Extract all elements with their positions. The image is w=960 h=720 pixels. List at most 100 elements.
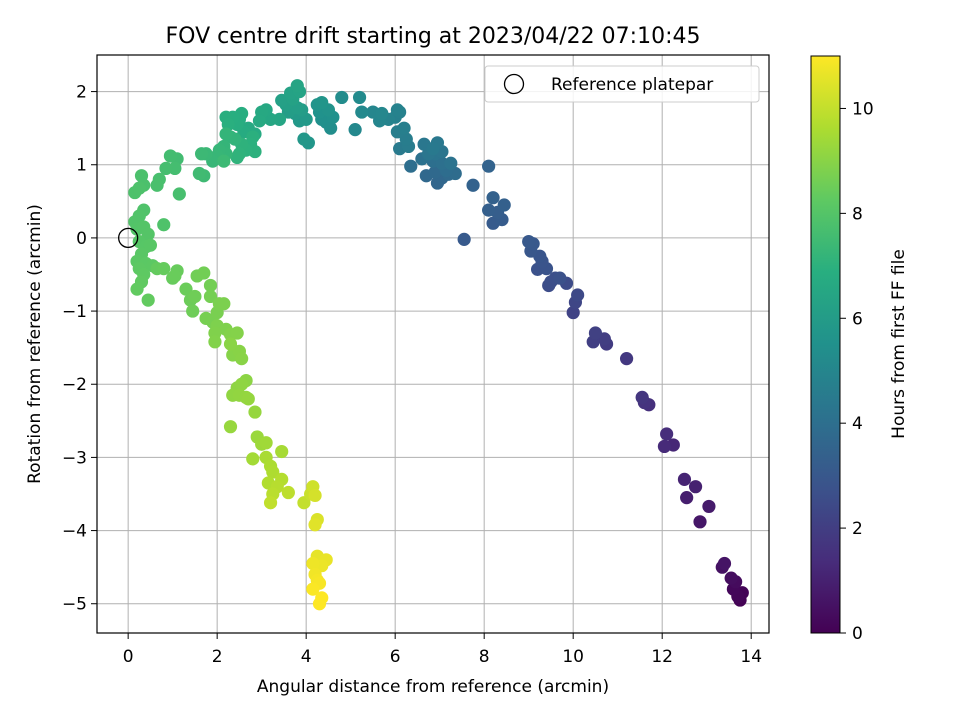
data-point (635, 390, 649, 405)
data-point (290, 79, 304, 93)
x-tick-label: 14 (740, 647, 762, 667)
legend-circle-icon (503, 73, 525, 95)
data-point (141, 227, 155, 241)
colorbar-tick-label: 2 (852, 519, 863, 539)
data-point (197, 266, 211, 280)
data-point (497, 198, 511, 212)
data-point (230, 326, 244, 340)
y-tick-label: 2 (76, 83, 87, 103)
data-point (281, 485, 295, 500)
data-point (571, 288, 585, 302)
data-point (235, 377, 249, 391)
y-axis-ticks: −5 −4 −3 −2 −1 0 1 2 (62, 83, 97, 615)
data-point (315, 95, 329, 110)
y-tick-label: 0 (76, 229, 87, 249)
data-point (241, 392, 255, 406)
colorbar-tick-label: 10 (852, 99, 874, 119)
data-point (275, 444, 289, 459)
legend-box (484, 65, 760, 103)
data-point (186, 304, 200, 318)
data-point (660, 427, 674, 441)
data-point (194, 147, 209, 161)
legend-label: Reference platepar (551, 75, 713, 95)
data-point (466, 178, 480, 192)
data-point (390, 103, 404, 117)
data-point (246, 452, 260, 466)
data-point (693, 515, 707, 529)
data-point (482, 159, 496, 173)
data-point (168, 269, 182, 283)
data-point (157, 218, 171, 232)
colorbar-tick-label: 6 (852, 309, 863, 329)
data-point (444, 156, 458, 170)
data-point (724, 571, 738, 585)
data-point (426, 142, 440, 156)
data-point (308, 518, 322, 532)
data-point (657, 439, 672, 454)
data-point (252, 114, 267, 128)
data-point (688, 480, 703, 494)
data-point (203, 289, 218, 304)
data-point (312, 597, 327, 611)
colorbar: 0 2 4 6 8 10 Hours from first FF file (810, 55, 909, 644)
y-tick-label: −3 (62, 448, 87, 468)
data-point (172, 187, 186, 201)
x-tick-label: 4 (301, 647, 312, 667)
data-point (619, 352, 634, 366)
x-tick-label: 10 (562, 647, 584, 667)
colorbar-tick-label: 0 (852, 624, 863, 644)
colorbar-tick-label: 8 (852, 204, 863, 224)
x-tick-label: 12 (651, 647, 673, 667)
colorbar-tick-label: 4 (852, 414, 863, 434)
chart-title: FOV centre drift starting at 2023/04/22 … (166, 24, 701, 49)
data-point (399, 132, 413, 146)
x-axis-ticks: 0 2 4 6 8 10 12 14 (123, 633, 762, 667)
data-point (375, 106, 389, 121)
data-point (677, 472, 692, 486)
reference-marker (118, 227, 139, 249)
reference-point (118, 227, 139, 249)
data-point (482, 203, 496, 217)
y-tick-label: −5 (62, 595, 87, 615)
data-point (188, 289, 202, 304)
data-point (306, 582, 320, 596)
x-tick-label: 8 (479, 647, 490, 667)
data-point (397, 121, 411, 135)
data-point (219, 127, 233, 141)
data-point (248, 405, 262, 419)
data-point (348, 123, 362, 137)
data-point (143, 238, 158, 252)
data-point (141, 293, 155, 307)
x-axis-label: Angular distance from reference (arcmin) (257, 677, 609, 697)
data-point (457, 232, 471, 246)
data-point (266, 465, 280, 479)
data-point (308, 488, 322, 503)
y-tick-label: −4 (62, 522, 87, 542)
data-point (275, 93, 289, 107)
data-points (128, 79, 749, 611)
data-point (335, 90, 349, 105)
colorbar-label: Hours from first FF file (889, 249, 909, 439)
y-tick-label: −2 (62, 375, 87, 395)
data-point (263, 496, 278, 510)
data-point (486, 191, 500, 205)
data-point (680, 491, 694, 505)
data-point (230, 150, 244, 165)
x-tick-label: 6 (390, 647, 401, 667)
x-tick-label: 2 (212, 647, 223, 667)
data-point (522, 234, 536, 249)
data-point (352, 90, 367, 105)
data-point (553, 271, 567, 285)
data-point (259, 436, 273, 450)
data-point (297, 132, 311, 146)
colorbar-gradient (810, 55, 841, 634)
data-point (159, 161, 173, 176)
data-point (235, 352, 249, 366)
legend: Reference platepar (484, 65, 760, 103)
data-point (566, 305, 580, 320)
data-point (223, 337, 238, 351)
colorbar-ticks: 0 2 4 6 8 10 (840, 99, 874, 644)
data-point (588, 326, 603, 340)
data-point (223, 420, 238, 434)
